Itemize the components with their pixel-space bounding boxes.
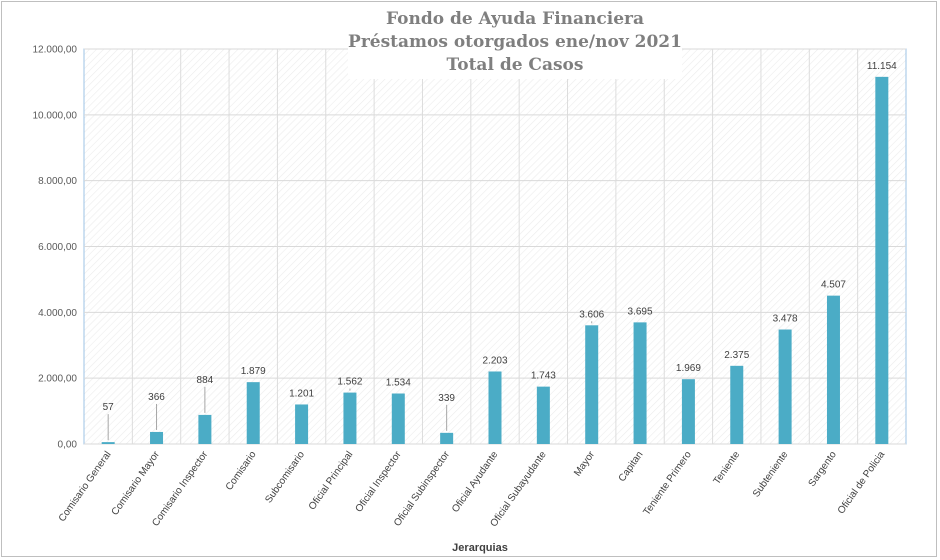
bar [440, 432, 454, 444]
bar [585, 325, 599, 444]
data-label: 1.534 [386, 378, 411, 389]
bar [150, 431, 164, 444]
data-label: 3.606 [579, 309, 604, 320]
bar [778, 329, 792, 444]
category-label: Oficial Subinspector [392, 449, 452, 529]
bar [101, 442, 115, 444]
y-tick-label: 2.000,00 [38, 374, 77, 385]
title-line: Total de Casos [447, 55, 584, 75]
data-label: 3.478 [773, 314, 798, 325]
data-label: 11.154 [867, 61, 897, 72]
category-label: Oficial Principal [307, 449, 356, 512]
data-label: 1.743 [531, 371, 556, 382]
category-label: Comisario General [57, 449, 114, 524]
bar [246, 382, 260, 444]
category-label: Oficial Subayudante [488, 449, 549, 529]
y-tick-label: 12.000,00 [33, 45, 78, 56]
category-label: Sargento [807, 449, 840, 489]
chart-title: Fondo de Ayuda Financiera Préstamos otorg… [348, 9, 682, 75]
data-label: 2.375 [724, 350, 749, 361]
category-label: Subteniente [751, 449, 791, 499]
category-label: Comisario [224, 449, 259, 493]
bar [488, 371, 502, 444]
data-label: 884 [197, 375, 214, 386]
data-label: 1.562 [337, 377, 362, 388]
category-label: Capitan [617, 449, 646, 484]
title-line: Préstamos otorgados ene/nov 2021 [348, 32, 682, 52]
gridlines [84, 48, 906, 445]
bars: 57 366 884 1.879 1.201 1.562 1.534 339 2.203 1.74… [101, 61, 897, 444]
category-label: Oficial de Policia [836, 449, 888, 516]
title-background [348, 7, 682, 79]
bar [295, 404, 309, 444]
title-line: Fondo de Ayuda Financiera [386, 9, 644, 29]
y-axis-ticks: 0,00 2.000,00 4.000,00 6.000,00 8.000,00 10.0… [33, 45, 78, 451]
bar [633, 322, 647, 444]
y-tick-label: 0,00 [58, 440, 78, 451]
data-label: 2.203 [482, 355, 507, 366]
category-label: Teniente [712, 449, 743, 487]
category-label: Oficial Ayudante [450, 449, 501, 515]
data-label: 1.201 [289, 388, 314, 399]
category-label: Subcomisario [263, 449, 307, 505]
bar [391, 393, 405, 444]
bar [826, 295, 840, 444]
bar [681, 379, 695, 444]
category-label: Oficial Inspector [354, 449, 405, 515]
data-label: 366 [148, 392, 165, 403]
data-label: 339 [438, 393, 455, 404]
y-tick-label: 4.000,00 [38, 308, 77, 319]
category-label: Teniente Primero [641, 449, 694, 518]
bar [343, 392, 357, 444]
y-tick-label: 8.000,00 [38, 176, 77, 187]
data-label: 3.695 [628, 306, 653, 317]
bar [536, 386, 550, 444]
bar [875, 76, 889, 444]
category-label: Comisario Mayor [110, 449, 163, 518]
bar [730, 365, 744, 444]
data-label: 57 [103, 402, 115, 413]
y-tick-label: 10.000,00 [33, 110, 78, 121]
category-label: Comisario Inspector [150, 449, 210, 529]
category-label: Mayor [572, 449, 597, 479]
data-label: 1.969 [676, 363, 701, 374]
data-label: 4.507 [821, 280, 846, 291]
data-label: 1.879 [241, 366, 266, 377]
bar [198, 414, 212, 444]
y-tick-label: 6.000,00 [38, 242, 77, 253]
x-axis-title: Jerarquias [452, 542, 508, 554]
